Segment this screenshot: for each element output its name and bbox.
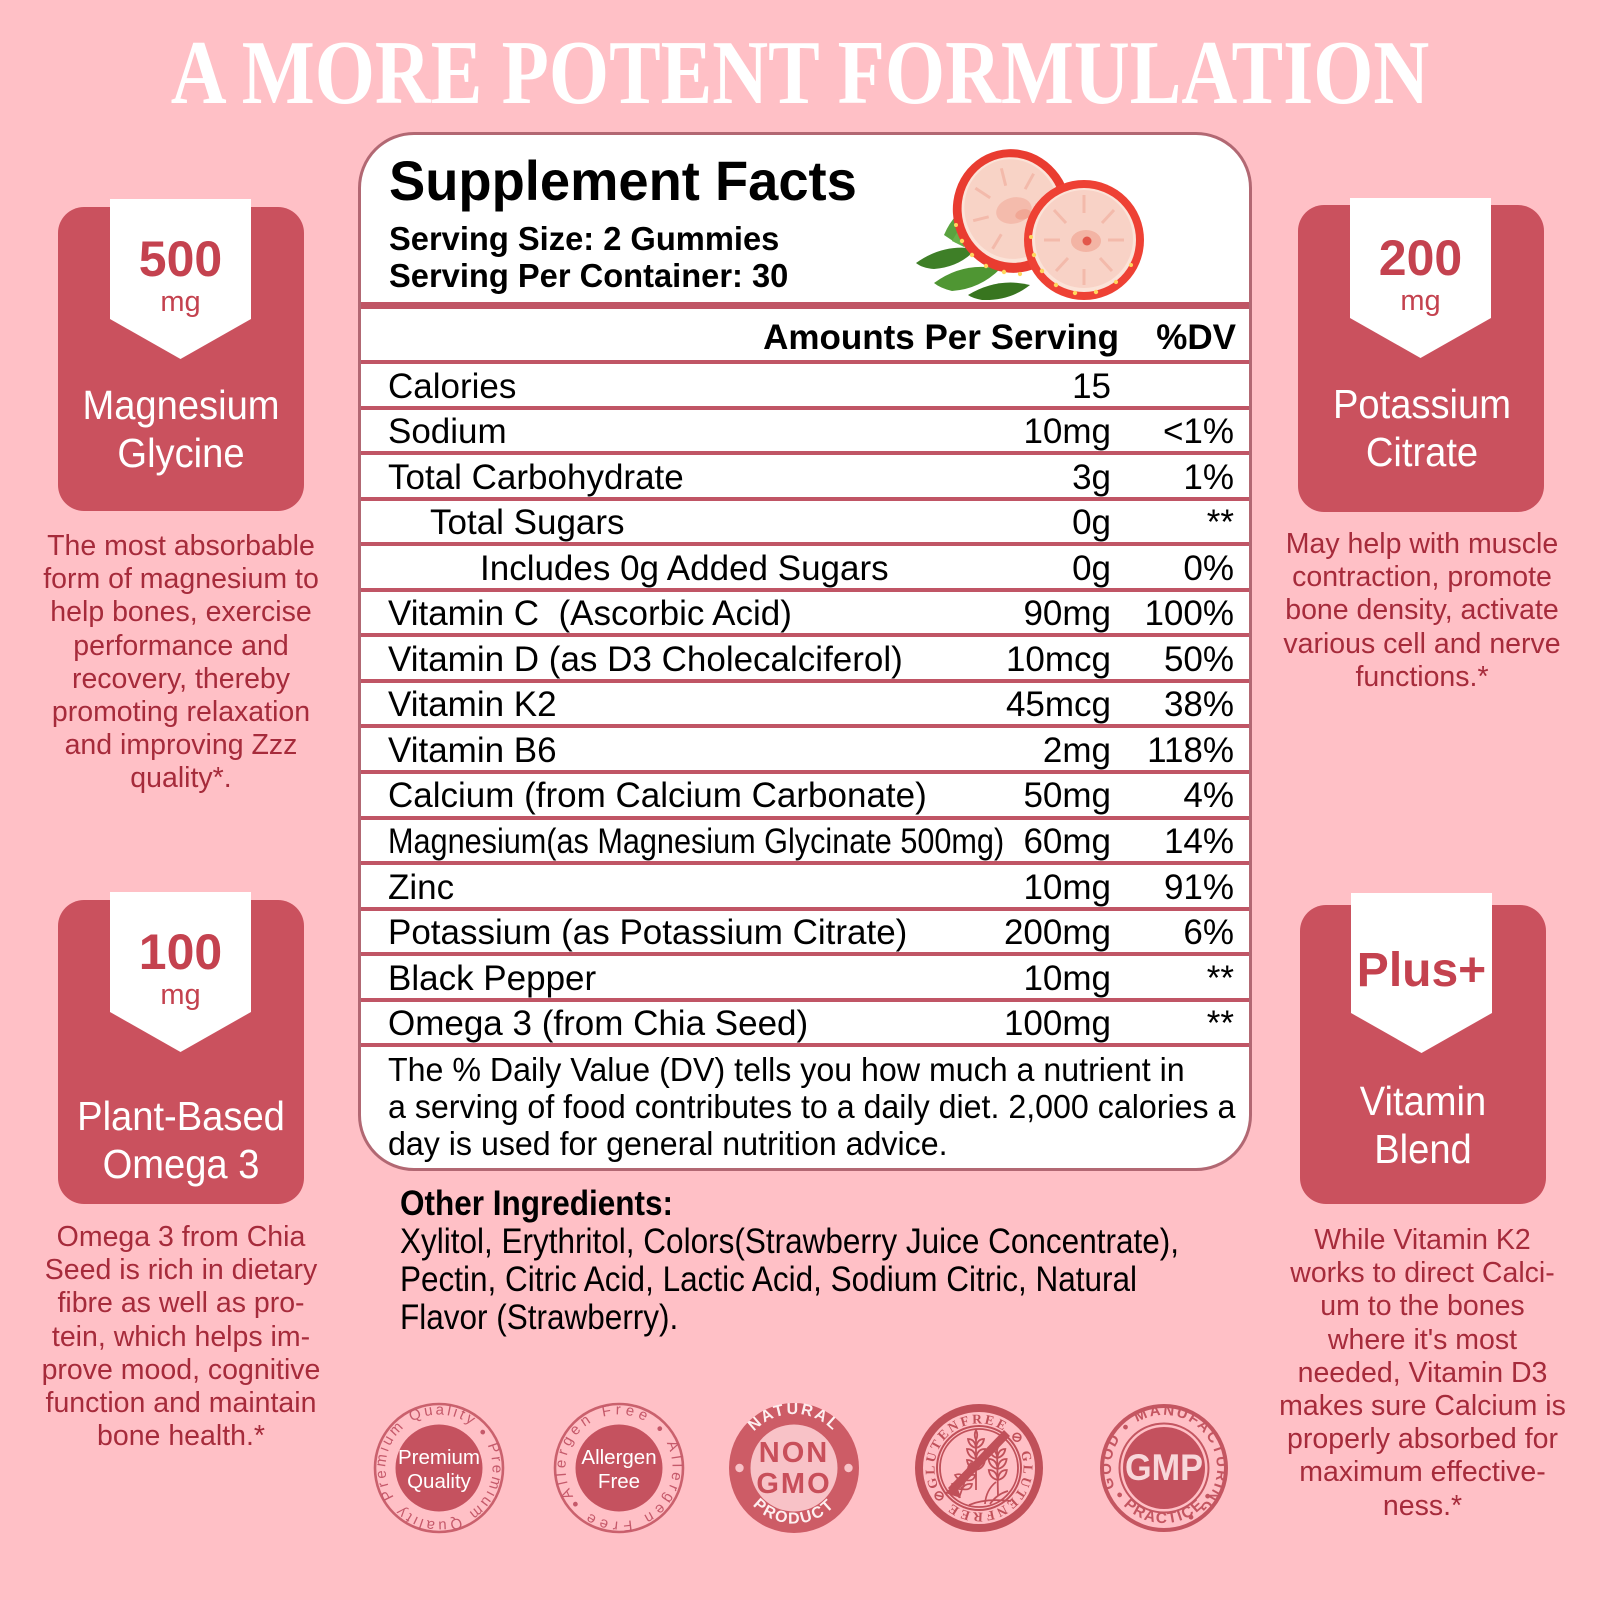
svg-text:Quality: Quality — [407, 1470, 472, 1493]
svg-text:Free: Free — [598, 1470, 640, 1493]
svg-text:Allergen: Allergen — [581, 1446, 656, 1469]
svg-text:GMP: GMP — [1125, 1447, 1203, 1488]
svg-text:GMO: GMO — [756, 1468, 831, 1500]
svg-text:NON: NON — [759, 1437, 829, 1469]
svg-text:Premium: Premium — [398, 1446, 480, 1469]
